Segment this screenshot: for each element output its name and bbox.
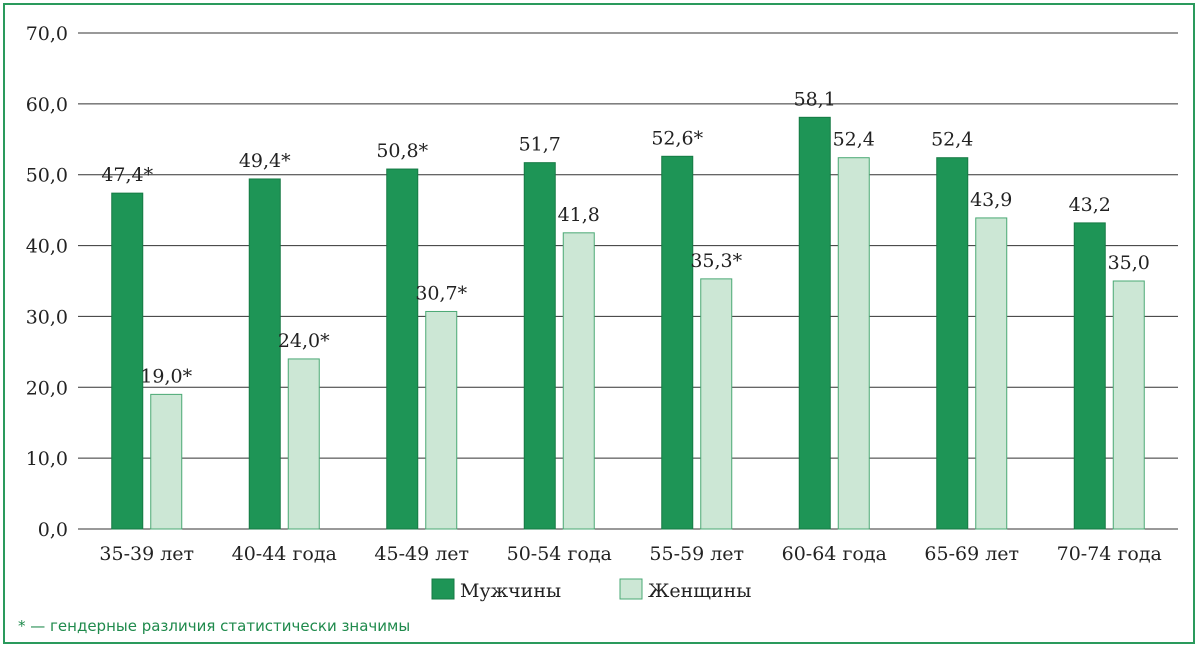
data-label-women: 24,0*: [278, 330, 330, 352]
bar-men: [111, 192, 144, 530]
y-axis-ticks: 0,0 10,0 20,0 30,0 40,0 50,0 60,0 70,0: [26, 23, 68, 541]
data-label-men: 52,6*: [651, 127, 703, 149]
data-label-women: 35,0: [1108, 252, 1150, 274]
legend: Мужчины Женщины: [431, 578, 751, 602]
footnote: * — гендерные различия статистически зна…: [18, 617, 410, 635]
legend-label-women: Женщины: [648, 580, 751, 602]
data-label-women: 19,0*: [140, 365, 192, 387]
y-tick-label: 50,0: [26, 165, 68, 187]
bar-men: [386, 168, 419, 530]
data-label-women: 30,7*: [415, 282, 467, 304]
category-labels: 35-39 лет 40-44 года 45-49 лет 50-54 года 55…: [99, 543, 1161, 565]
y-tick-label: 10,0: [26, 448, 68, 470]
bar-men: [661, 155, 694, 530]
data-label-women: 35,3*: [690, 250, 742, 272]
bar-women: [837, 157, 870, 530]
bar-women: [562, 232, 595, 530]
legend-label-men: Мужчины: [460, 580, 561, 602]
data-label-men: 52,4: [931, 129, 973, 151]
legend-swatch-men: [431, 578, 455, 600]
data-label-men: 43,2: [1069, 194, 1111, 216]
data-label-men: 51,7: [519, 134, 561, 156]
bar-women: [150, 393, 183, 530]
y-tick-label: 40,0: [26, 236, 68, 258]
data-label-women: 43,9: [970, 189, 1012, 211]
data-label-women: 41,8: [558, 204, 600, 226]
data-labels: 47,4* 19,0* 49,4* 24,0* 50,8* 30,7* 51,7 41,8 52…: [101, 88, 1150, 387]
bar-women: [700, 278, 733, 530]
bar-women: [1112, 280, 1145, 530]
data-label-men: 47,4*: [101, 164, 153, 186]
gridlines: [78, 32, 1178, 530]
bars: [111, 116, 1145, 530]
category-label: 70-74 года: [1057, 543, 1162, 565]
bar-men: [523, 162, 556, 530]
y-tick-label: 60,0: [26, 94, 68, 116]
category-label: 45-49 лет: [374, 543, 469, 565]
bar-women: [287, 358, 320, 530]
data-label-men: 58,1: [794, 88, 836, 110]
bar-men: [798, 116, 831, 530]
y-tick-label: 20,0: [26, 377, 68, 399]
data-label-women: 52,4: [833, 129, 875, 151]
category-label: 40-44 года: [232, 543, 337, 565]
y-tick-label: 30,0: [26, 306, 68, 328]
bar-men: [1073, 222, 1106, 530]
category-label: 50-54 года: [507, 543, 612, 565]
category-label: 60-64 года: [782, 543, 887, 565]
legend-swatch-women: [619, 578, 643, 600]
bar-men: [248, 178, 281, 530]
bar-women: [975, 217, 1008, 530]
category-label: 65-69 лет: [924, 543, 1019, 565]
y-tick-label: 70,0: [26, 23, 68, 45]
bar-men: [936, 157, 969, 530]
category-label: 55-59 лет: [649, 543, 744, 565]
data-label-men: 49,4*: [239, 150, 291, 172]
data-label-men: 50,8*: [376, 140, 428, 162]
category-label: 35-39 лет: [99, 543, 194, 565]
y-tick-label: 0,0: [38, 519, 68, 541]
bar-women: [425, 310, 458, 530]
